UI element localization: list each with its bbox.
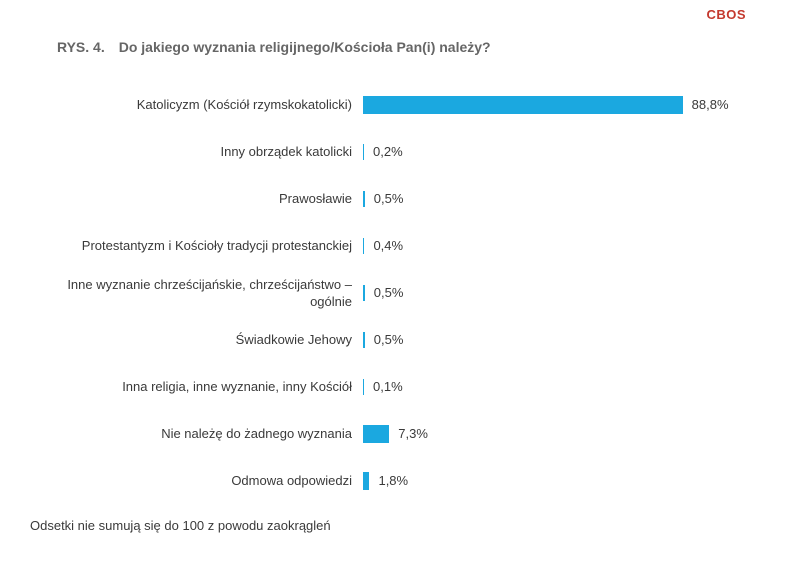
bar-track: 7,3% bbox=[363, 424, 428, 443]
bar-value-label: 0,1% bbox=[373, 379, 403, 394]
bar-value-label: 1,8% bbox=[378, 473, 409, 488]
bar-category-label: Świadkowie Jehowy bbox=[235, 332, 352, 347]
bar-track: 88,8% bbox=[363, 95, 729, 114]
bar-track: 0,2% bbox=[363, 143, 403, 160]
bar-value-label: 0,4% bbox=[373, 238, 404, 253]
bar-chart: Katolicyzm (Kościół rzymskokatolicki) 88,… bbox=[0, 81, 800, 504]
bar bbox=[363, 95, 683, 114]
bar-category-label: Nie należę do żadnego wyznania bbox=[161, 426, 352, 441]
chart-row: Inne wyznanie chrześcijańskie, chrześcij… bbox=[0, 269, 800, 316]
figure-title: RYS. 4. Do jakiego wyznania religijnego/… bbox=[57, 39, 491, 55]
bar-value-label: 7,3% bbox=[398, 426, 428, 441]
bar bbox=[363, 378, 364, 395]
footnote: Odsetki nie sumują się do 100 z powodu z… bbox=[30, 518, 331, 533]
chart-row: Prawosławie 0,5% bbox=[0, 175, 800, 222]
bar-value-label: 88,8% bbox=[691, 97, 729, 112]
bar-track: 0,5% bbox=[363, 331, 404, 348]
figure-number: RYS. 4. bbox=[57, 39, 105, 55]
bar-category-label: Protestantyzm i Kościoły tradycji protes… bbox=[81, 238, 352, 253]
bar bbox=[363, 237, 365, 254]
bar bbox=[363, 190, 365, 207]
bar-category-label: Inne wyznanie chrześcijańskie, chrześcij… bbox=[67, 276, 352, 309]
chart-row: Protestantyzm i Kościoły tradycji protes… bbox=[0, 222, 800, 269]
bar-value-label: 0,2% bbox=[373, 144, 403, 159]
bar-category-label: Katolicyzm (Kościół rzymskokatolicki) bbox=[136, 97, 352, 112]
bar bbox=[363, 284, 365, 301]
bar bbox=[363, 331, 365, 348]
bar-track: 0,4% bbox=[363, 237, 404, 254]
bar-category-label: Inna religia, inne wyznanie, inny Kośció… bbox=[122, 379, 352, 394]
bar bbox=[363, 143, 364, 160]
bar-value-label: 0,5% bbox=[373, 285, 404, 300]
bar-track: 0,5% bbox=[363, 190, 404, 207]
bar-track: 0,1% bbox=[363, 378, 403, 395]
chart-row: Inna religia, inne wyznanie, inny Kośció… bbox=[0, 363, 800, 410]
chart-row: Nie należę do żadnego wyznania 7,3% bbox=[0, 410, 800, 457]
bar-track: 1,8% bbox=[363, 471, 409, 490]
chart-row: Inny obrządek katolicki 0,2% bbox=[0, 128, 800, 175]
bar bbox=[363, 471, 370, 490]
cbos-logo: CBOS bbox=[706, 7, 746, 22]
bar-value-label: 0,5% bbox=[373, 332, 404, 347]
chart-row: Odmowa odpowiedzi 1,8% bbox=[0, 457, 800, 504]
bar-category-label: Inny obrządek katolicki bbox=[220, 144, 352, 159]
chart-row: Świadkowie Jehowy 0,5% bbox=[0, 316, 800, 363]
bar-value-label: 0,5% bbox=[373, 191, 404, 206]
figure-question: Do jakiego wyznania religijnego/Kościoła… bbox=[118, 39, 491, 55]
bar-category-label: Odmowa odpowiedzi bbox=[231, 473, 352, 488]
bar-category-label: Prawosławie bbox=[279, 191, 352, 206]
bar bbox=[363, 424, 390, 443]
bar-track: 0,5% bbox=[363, 284, 404, 301]
chart-row: Katolicyzm (Kościół rzymskokatolicki) 88,… bbox=[0, 81, 800, 128]
